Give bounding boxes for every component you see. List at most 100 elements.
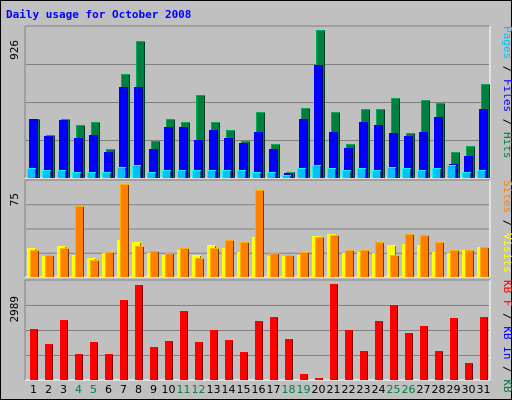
bar-files <box>434 117 443 178</box>
bar-sites <box>390 255 399 277</box>
day-label: 12 <box>192 383 206 396</box>
bar-sites <box>210 248 219 277</box>
bar-files <box>209 130 218 178</box>
bar-kbytes <box>60 320 68 380</box>
bar-sites <box>300 252 309 277</box>
bar-kbytes <box>135 285 143 380</box>
day-label: 22 <box>342 383 356 396</box>
bar-pages <box>237 170 246 178</box>
y-max-label: 2989 <box>8 296 21 323</box>
bar-kbytes <box>450 318 458 380</box>
bar-kbytes <box>480 317 488 380</box>
bar-kbytes <box>270 317 278 380</box>
bar-kbytes <box>255 321 263 380</box>
legend-part: / <box>501 360 512 380</box>
legend-part: Hits <box>501 132 512 159</box>
day-label: 5 <box>90 383 97 396</box>
bar-sites <box>240 242 249 277</box>
legend-part: Pages <box>501 26 512 59</box>
day-label: 23 <box>357 383 371 396</box>
bar-files <box>254 132 263 178</box>
day-label: 4 <box>75 383 82 396</box>
bar-pages <box>252 172 261 178</box>
day-label: 11 <box>177 383 191 396</box>
bar-files <box>329 132 338 178</box>
bar-kbytes <box>225 340 233 380</box>
legend-label: KB F / KB In / KB Out <box>501 280 512 400</box>
bar-pages <box>402 168 411 178</box>
bar-kbytes <box>150 347 158 380</box>
bar-files <box>104 152 113 178</box>
bar-pages <box>372 170 381 178</box>
bar-files <box>164 127 173 178</box>
day-label: 1 <box>30 383 37 396</box>
bar-sites <box>180 248 189 277</box>
day-label: 2 <box>45 383 52 396</box>
bar-sites <box>345 250 354 277</box>
bar-files <box>314 65 323 178</box>
bar-pages <box>42 170 51 178</box>
legend-part: / <box>501 213 512 233</box>
bar-sites <box>30 250 39 277</box>
legend-part: Sites <box>501 180 512 213</box>
bar-files <box>44 136 53 178</box>
bar-kbytes <box>105 354 113 380</box>
bar-kbytes <box>330 284 338 380</box>
bar-kbytes <box>75 354 83 380</box>
bar-pages <box>57 170 66 178</box>
bar-pages <box>327 168 336 178</box>
bar-sites <box>435 242 444 277</box>
bar-files <box>404 136 413 178</box>
chart-title: Daily usage for October 2008 <box>6 8 192 21</box>
bar-pages <box>72 172 81 178</box>
bar-pages <box>207 170 216 178</box>
day-label: 9 <box>150 383 157 396</box>
bar-sites <box>90 260 99 277</box>
bar-kbytes <box>30 329 38 380</box>
bar-sites <box>225 240 234 277</box>
bar-sites <box>315 237 324 277</box>
legend-label: Pages / Files / Hits <box>501 26 512 159</box>
bar-files <box>374 125 383 178</box>
bar-files <box>134 87 143 178</box>
bar-pages <box>447 165 456 178</box>
bar-pages <box>282 175 291 178</box>
bar-files <box>419 132 428 178</box>
day-label: 30 <box>462 383 476 396</box>
bar-pages <box>102 172 111 178</box>
day-label: 10 <box>162 383 176 396</box>
day-label: 31 <box>477 383 491 396</box>
bar-files <box>299 119 308 178</box>
bar-sites <box>405 234 414 277</box>
bar-pages <box>387 167 396 178</box>
bar-sites <box>330 235 339 277</box>
bar-sites <box>195 258 204 277</box>
day-label: 28 <box>432 383 446 396</box>
bar-pages <box>462 172 471 178</box>
day-label: 29 <box>447 383 461 396</box>
bar-pages <box>417 170 426 178</box>
legend-part: KB F <box>501 280 512 307</box>
bar-kbytes <box>465 363 473 380</box>
bar-sites <box>45 255 54 277</box>
legend-part: / <box>501 112 512 132</box>
bar-files <box>389 133 398 178</box>
day-label: 20 <box>312 383 326 396</box>
bar-sites <box>165 253 174 277</box>
bar-sites <box>420 235 429 277</box>
bar-pages <box>117 167 126 178</box>
bar-sites <box>60 248 69 277</box>
day-label: 25 <box>387 383 401 396</box>
bar-files <box>149 149 158 178</box>
bar-pages <box>132 165 141 178</box>
bar-kbytes <box>390 305 398 380</box>
day-label: 19 <box>297 383 311 396</box>
legend-part: Visits <box>501 233 512 273</box>
bar-files <box>269 149 278 178</box>
day-label: 7 <box>120 383 127 396</box>
bar-files <box>344 148 353 178</box>
bar-pages <box>162 170 171 178</box>
bar-sites <box>105 252 114 277</box>
bar-files <box>479 109 488 178</box>
